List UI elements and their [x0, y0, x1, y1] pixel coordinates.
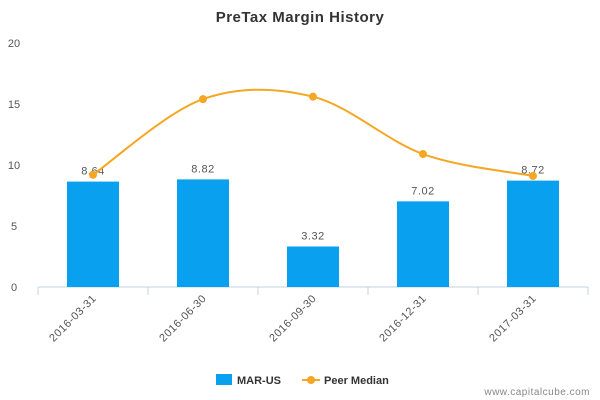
y-tick-label: 0 — [11, 282, 17, 294]
legend-swatch-peer-median-marker — [307, 376, 315, 384]
peer-median-point — [419, 150, 427, 159]
peer-median-point — [309, 92, 317, 101]
x-tick-label: 2017-03-31 — [487, 293, 539, 345]
legend-label-mar-us: MAR-US — [237, 375, 281, 387]
y-tick-label: 20 — [8, 38, 20, 50]
legend-swatch-mar-us — [216, 374, 232, 385]
legend: MAR-US Peer Median — [216, 374, 389, 387]
bar — [507, 180, 559, 287]
peer-median-point — [199, 95, 207, 104]
y-tick-label: 10 — [8, 160, 20, 172]
bar — [177, 179, 229, 287]
bar — [67, 181, 119, 287]
bar-data-label: 3.32 — [301, 230, 324, 242]
x-tick-label: 2016-09-30 — [267, 293, 319, 345]
bar-data-labels: 8.648.823.327.028.72 — [81, 163, 544, 242]
bar-data-label: 8.72 — [521, 165, 544, 177]
watermark: www.capitalcube.com — [483, 387, 590, 398]
peer-median-line — [92, 88, 534, 177]
y-tick-label: 5 — [11, 221, 17, 233]
bar — [397, 201, 449, 287]
peer-median-point — [89, 170, 97, 179]
bar — [287, 246, 339, 287]
bar-series — [67, 179, 559, 287]
peer-median-point — [529, 171, 537, 180]
x-axis: 2016-03-31 2016-06-30 2016-09-30 2016-12-31… — [37, 287, 589, 345]
x-tick-label: 2016-03-31 — [47, 293, 99, 345]
y-axis: 0 5 10 15 20 — [8, 38, 20, 294]
x-tick-label: 2016-12-31 — [377, 293, 429, 345]
legend-label-peer-median: Peer Median — [324, 375, 389, 387]
y-tick-label: 15 — [8, 99, 20, 111]
bar-data-label: 8.82 — [191, 163, 214, 175]
line-series — [89, 88, 537, 180]
bar-data-label: 7.02 — [411, 185, 434, 197]
chart-title: PreTax Margin History — [216, 9, 385, 26]
x-tick-label: 2016-06-30 — [157, 293, 209, 345]
